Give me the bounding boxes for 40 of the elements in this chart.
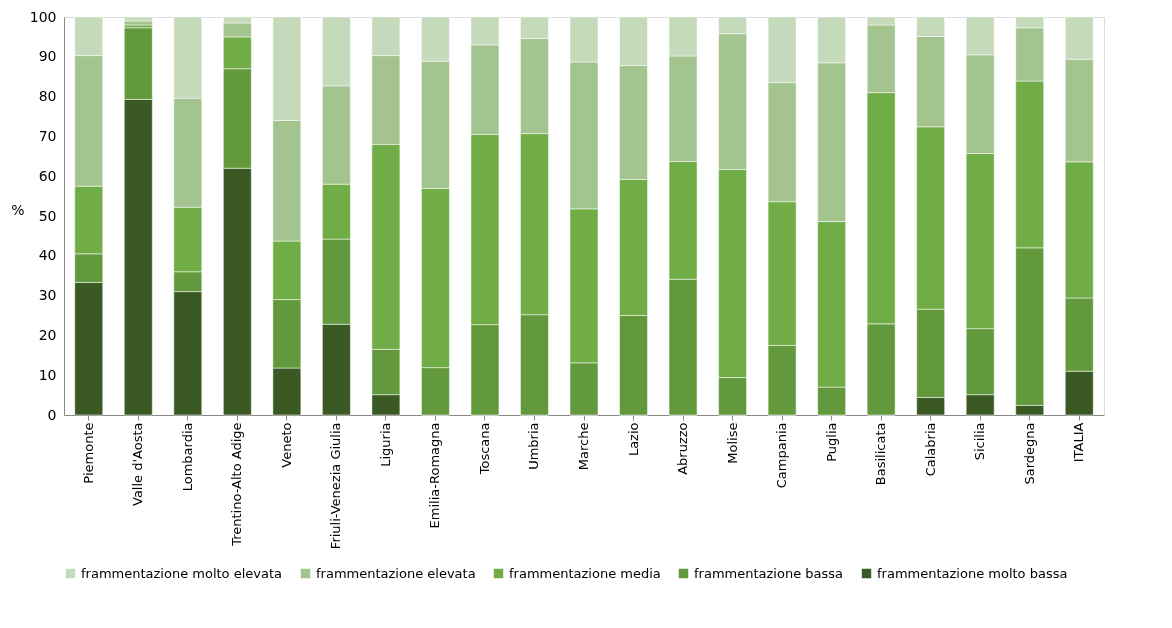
- legend-label: frammentazione molto bassa: [877, 565, 1068, 581]
- x-tick-label: Abruzzo: [675, 422, 691, 475]
- y-tick-label: 100: [29, 8, 57, 25]
- x-tick-label: Piemonte: [80, 422, 96, 484]
- y-tick-label: 70: [38, 127, 57, 144]
- legend-label: frammentazione molto elevata: [81, 565, 283, 581]
- x-tick-label: Marche: [576, 422, 591, 471]
- x-tick-label: Toscana: [476, 422, 492, 476]
- y-tick-label: 50: [38, 207, 57, 224]
- legend-label: frammentazione elevata: [316, 565, 476, 581]
- bar: [124, 20, 153, 26]
- x-tick-label: Lombardia: [179, 422, 195, 492]
- legend-label: frammentazione bassa: [694, 565, 844, 581]
- x-tick-label: Liguria: [377, 422, 393, 467]
- y-tick-label: 0: [47, 406, 57, 423]
- x-tick-label: Emilia-Romagna: [427, 422, 443, 529]
- y-tick-label: 80: [38, 88, 57, 105]
- x-tick-label: Sardegna: [1021, 422, 1037, 485]
- x-tick-label: Calabria: [922, 422, 938, 477]
- x-tick-label: Trentino-Alto Adige: [229, 422, 245, 547]
- x-tick-label: Sicilia: [972, 422, 988, 461]
- x-tick-label: Lazio: [625, 422, 641, 457]
- x-tick-label: Puglia: [823, 422, 839, 462]
- bar: [124, 16, 153, 22]
- x-tick-label: Basilicata: [873, 422, 889, 486]
- x-tick-label: Veneto: [278, 422, 294, 468]
- y-tick-label: 60: [38, 167, 57, 184]
- x-tick-label: Molise: [724, 422, 740, 464]
- y-tick-label: 20: [38, 326, 57, 343]
- y-tick-label: 40: [38, 247, 57, 264]
- x-tick-label: Campania: [774, 422, 790, 489]
- y-tick-label: 30: [38, 287, 57, 304]
- x-tick-label: ITALIA: [1071, 422, 1087, 463]
- x-tick-label: Umbria: [526, 422, 542, 470]
- x-tick-label: Valle d'Aosta: [130, 422, 146, 506]
- y-axis-title: %: [11, 201, 25, 218]
- x-tick-label: Friuli-Venezia Giulia: [328, 422, 344, 550]
- y-tick-label: 90: [38, 48, 57, 65]
- y-tick-label: 10: [38, 366, 57, 383]
- legend-label: frammentazione media: [509, 565, 661, 581]
